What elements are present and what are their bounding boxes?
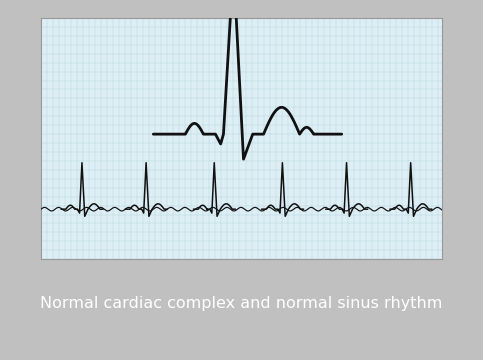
Text: Normal cardiac complex and normal sinus rhythm: Normal cardiac complex and normal sinus …: [40, 296, 443, 311]
